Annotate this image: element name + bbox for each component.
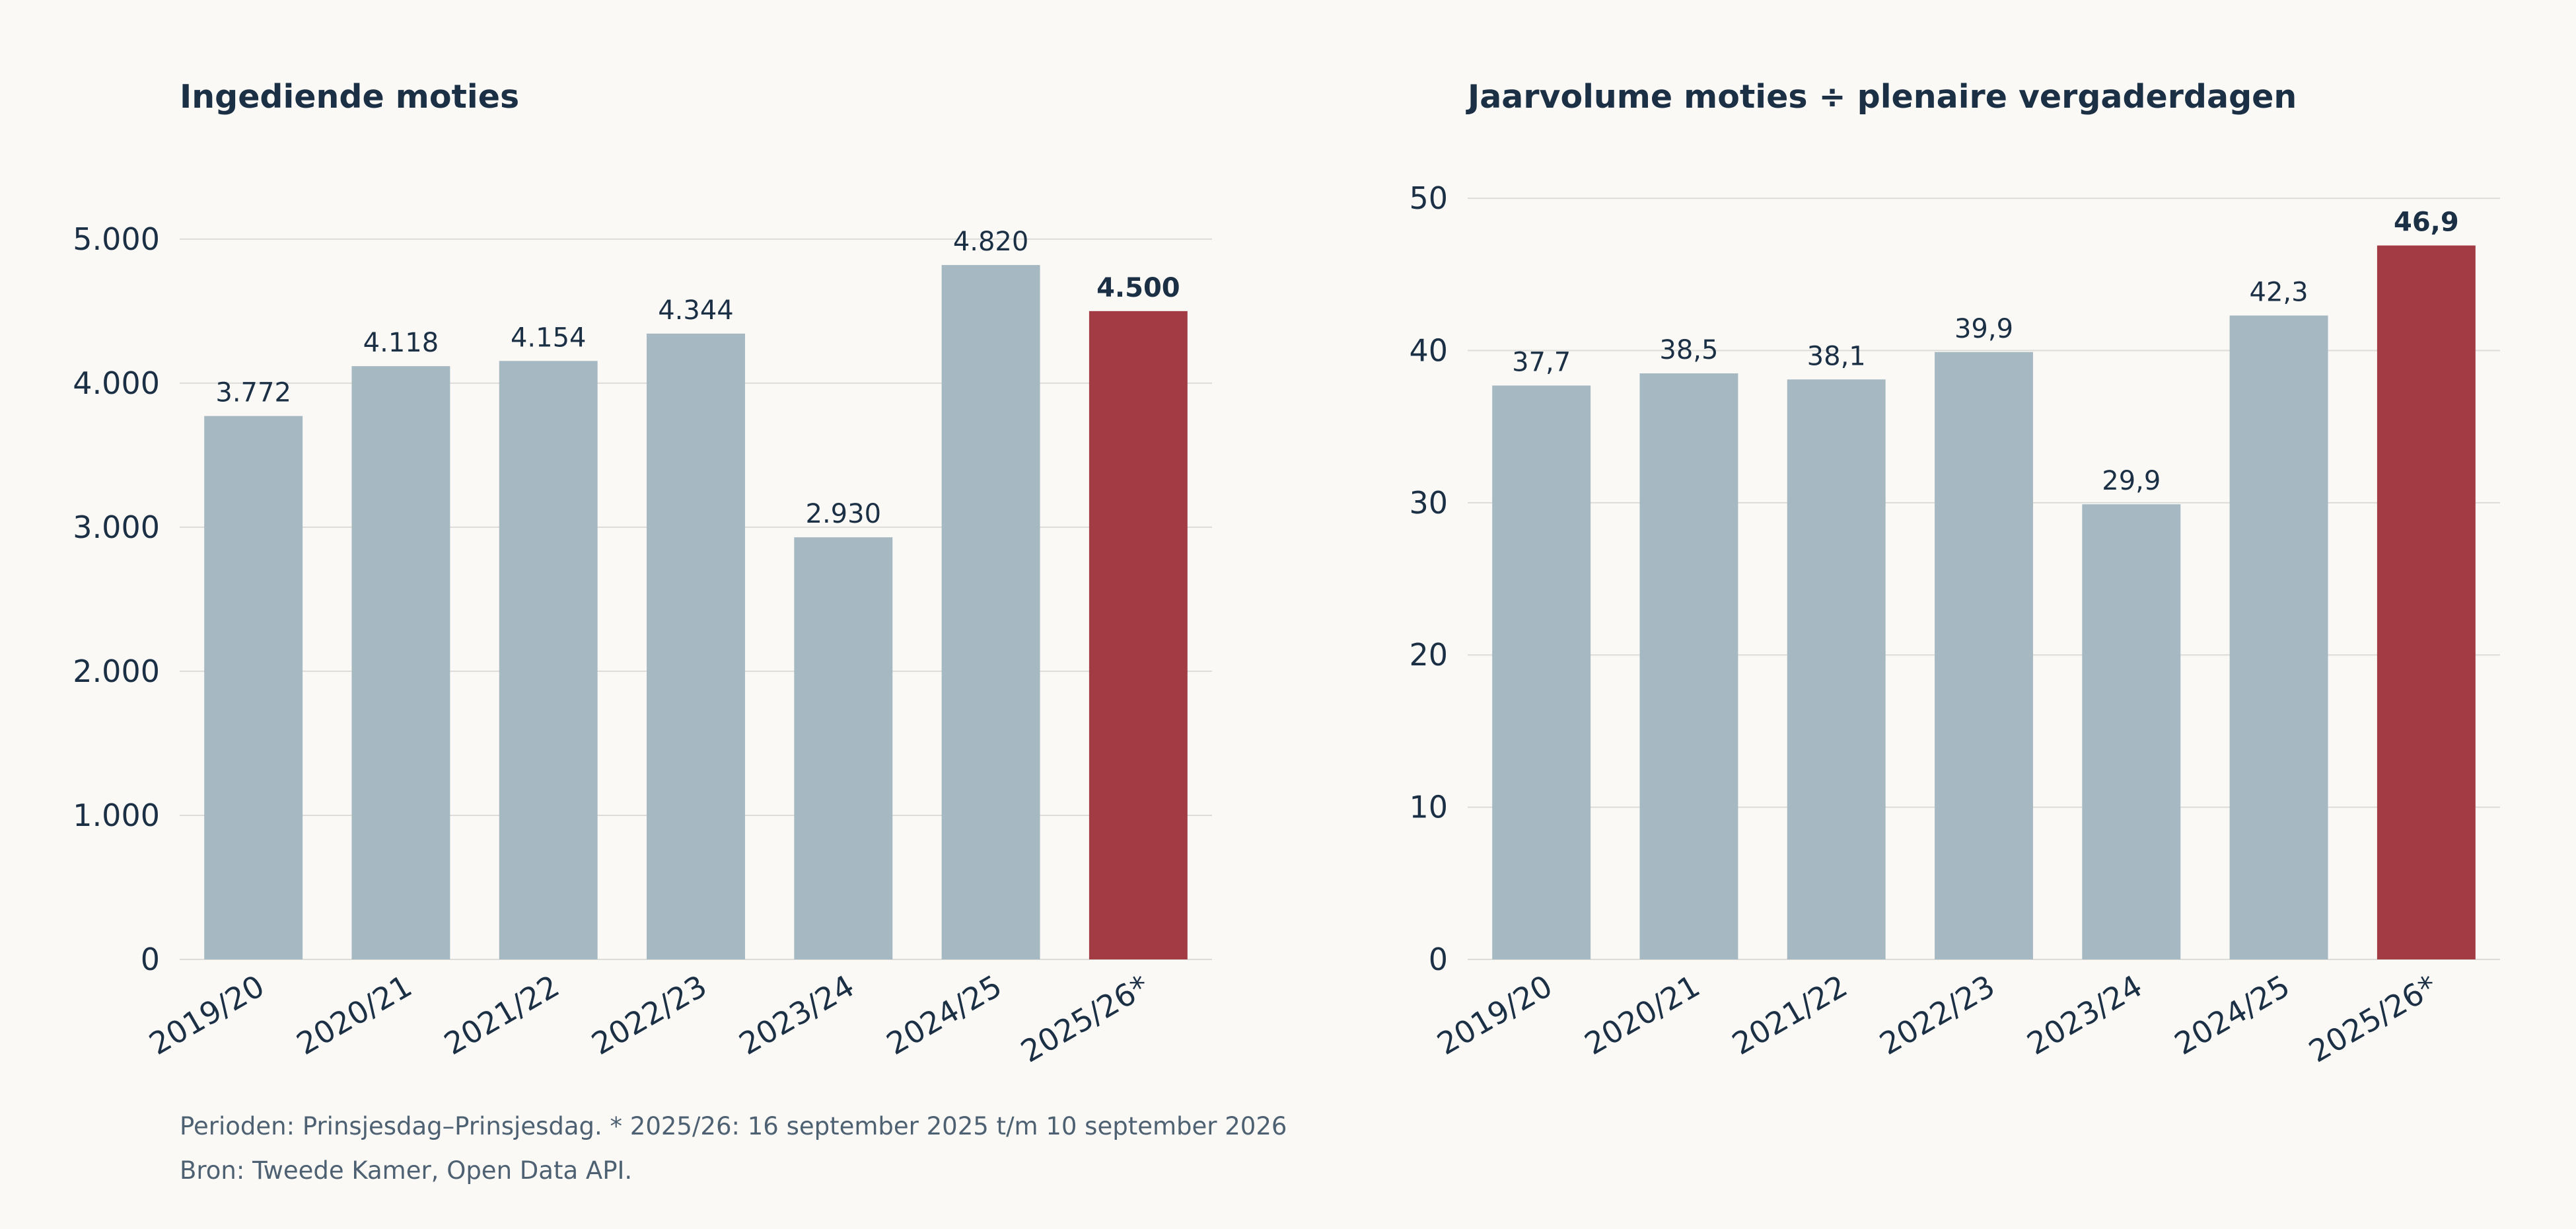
value-label: 4.820 [953, 227, 1029, 257]
chart-title-per-vergaderdag: Jaarvolume moties ÷ plenaire vergaderdag… [1468, 78, 2297, 116]
bar [1935, 352, 2033, 959]
y-tick-label: 3.000 [73, 509, 160, 545]
bar [941, 265, 1040, 959]
x-tick-label: 2024/25 [2168, 968, 2296, 1062]
bar [1787, 379, 1886, 959]
value-label: 3.772 [215, 378, 291, 408]
bar [2082, 504, 2181, 959]
x-tick-label: 2019/20 [1431, 968, 1559, 1062]
footnote-periods: Perioden: Prinsjesdag–Prinsjesdag. * 202… [180, 1112, 1287, 1140]
y-tick-label: 0 [1429, 942, 1448, 977]
value-label: 4.344 [658, 295, 734, 326]
bar [794, 537, 893, 959]
footnote-source: Bron: Tweede Kamer, Open Data API. [180, 1156, 633, 1185]
value-label: 4.500 [1096, 273, 1180, 303]
bar [351, 366, 450, 959]
y-tick-label: 1.000 [73, 798, 160, 833]
y-tick-label: 20 [1409, 637, 1448, 673]
bar [647, 333, 745, 959]
x-tick-label: 2022/23 [1873, 968, 2001, 1062]
y-tick-label: 40 [1409, 332, 1448, 368]
value-label: 38,1 [1807, 341, 1866, 371]
value-label: 39,9 [1954, 314, 2013, 344]
x-tick-label: 2025/26* [2303, 968, 2443, 1070]
y-tick-label: 2.000 [73, 653, 160, 689]
value-label: 2.930 [806, 499, 882, 529]
x-tick-label: 2023/24 [2021, 968, 2149, 1062]
bar [499, 361, 598, 959]
bar [204, 416, 303, 959]
value-label: 4.154 [511, 322, 587, 353]
bar [2229, 315, 2328, 959]
value-label: 42,3 [2250, 278, 2308, 308]
value-label: 46,9 [2394, 207, 2459, 238]
y-tick-label: 4.000 [73, 365, 160, 401]
bar-highlight [2377, 245, 2476, 960]
y-tick-label: 30 [1409, 485, 1448, 521]
value-label: 4.118 [363, 328, 439, 358]
value-label: 37,7 [1512, 347, 1571, 377]
y-tick-label: 0 [141, 942, 160, 977]
bar [1492, 385, 1591, 959]
y-tick-label: 50 [1409, 180, 1448, 216]
x-tick-label: 2021/22 [1726, 968, 1853, 1062]
bar [1639, 373, 1738, 959]
bar-highlight [1089, 311, 1188, 959]
y-tick-label: 10 [1409, 790, 1448, 825]
y-tick-label: 5.000 [73, 221, 160, 257]
x-tick-label: 2020/21 [1579, 968, 1706, 1062]
chart-title-moties: Ingediende moties [180, 78, 520, 116]
value-label: 29,9 [2102, 466, 2161, 496]
value-label: 38,5 [1659, 335, 1718, 365]
